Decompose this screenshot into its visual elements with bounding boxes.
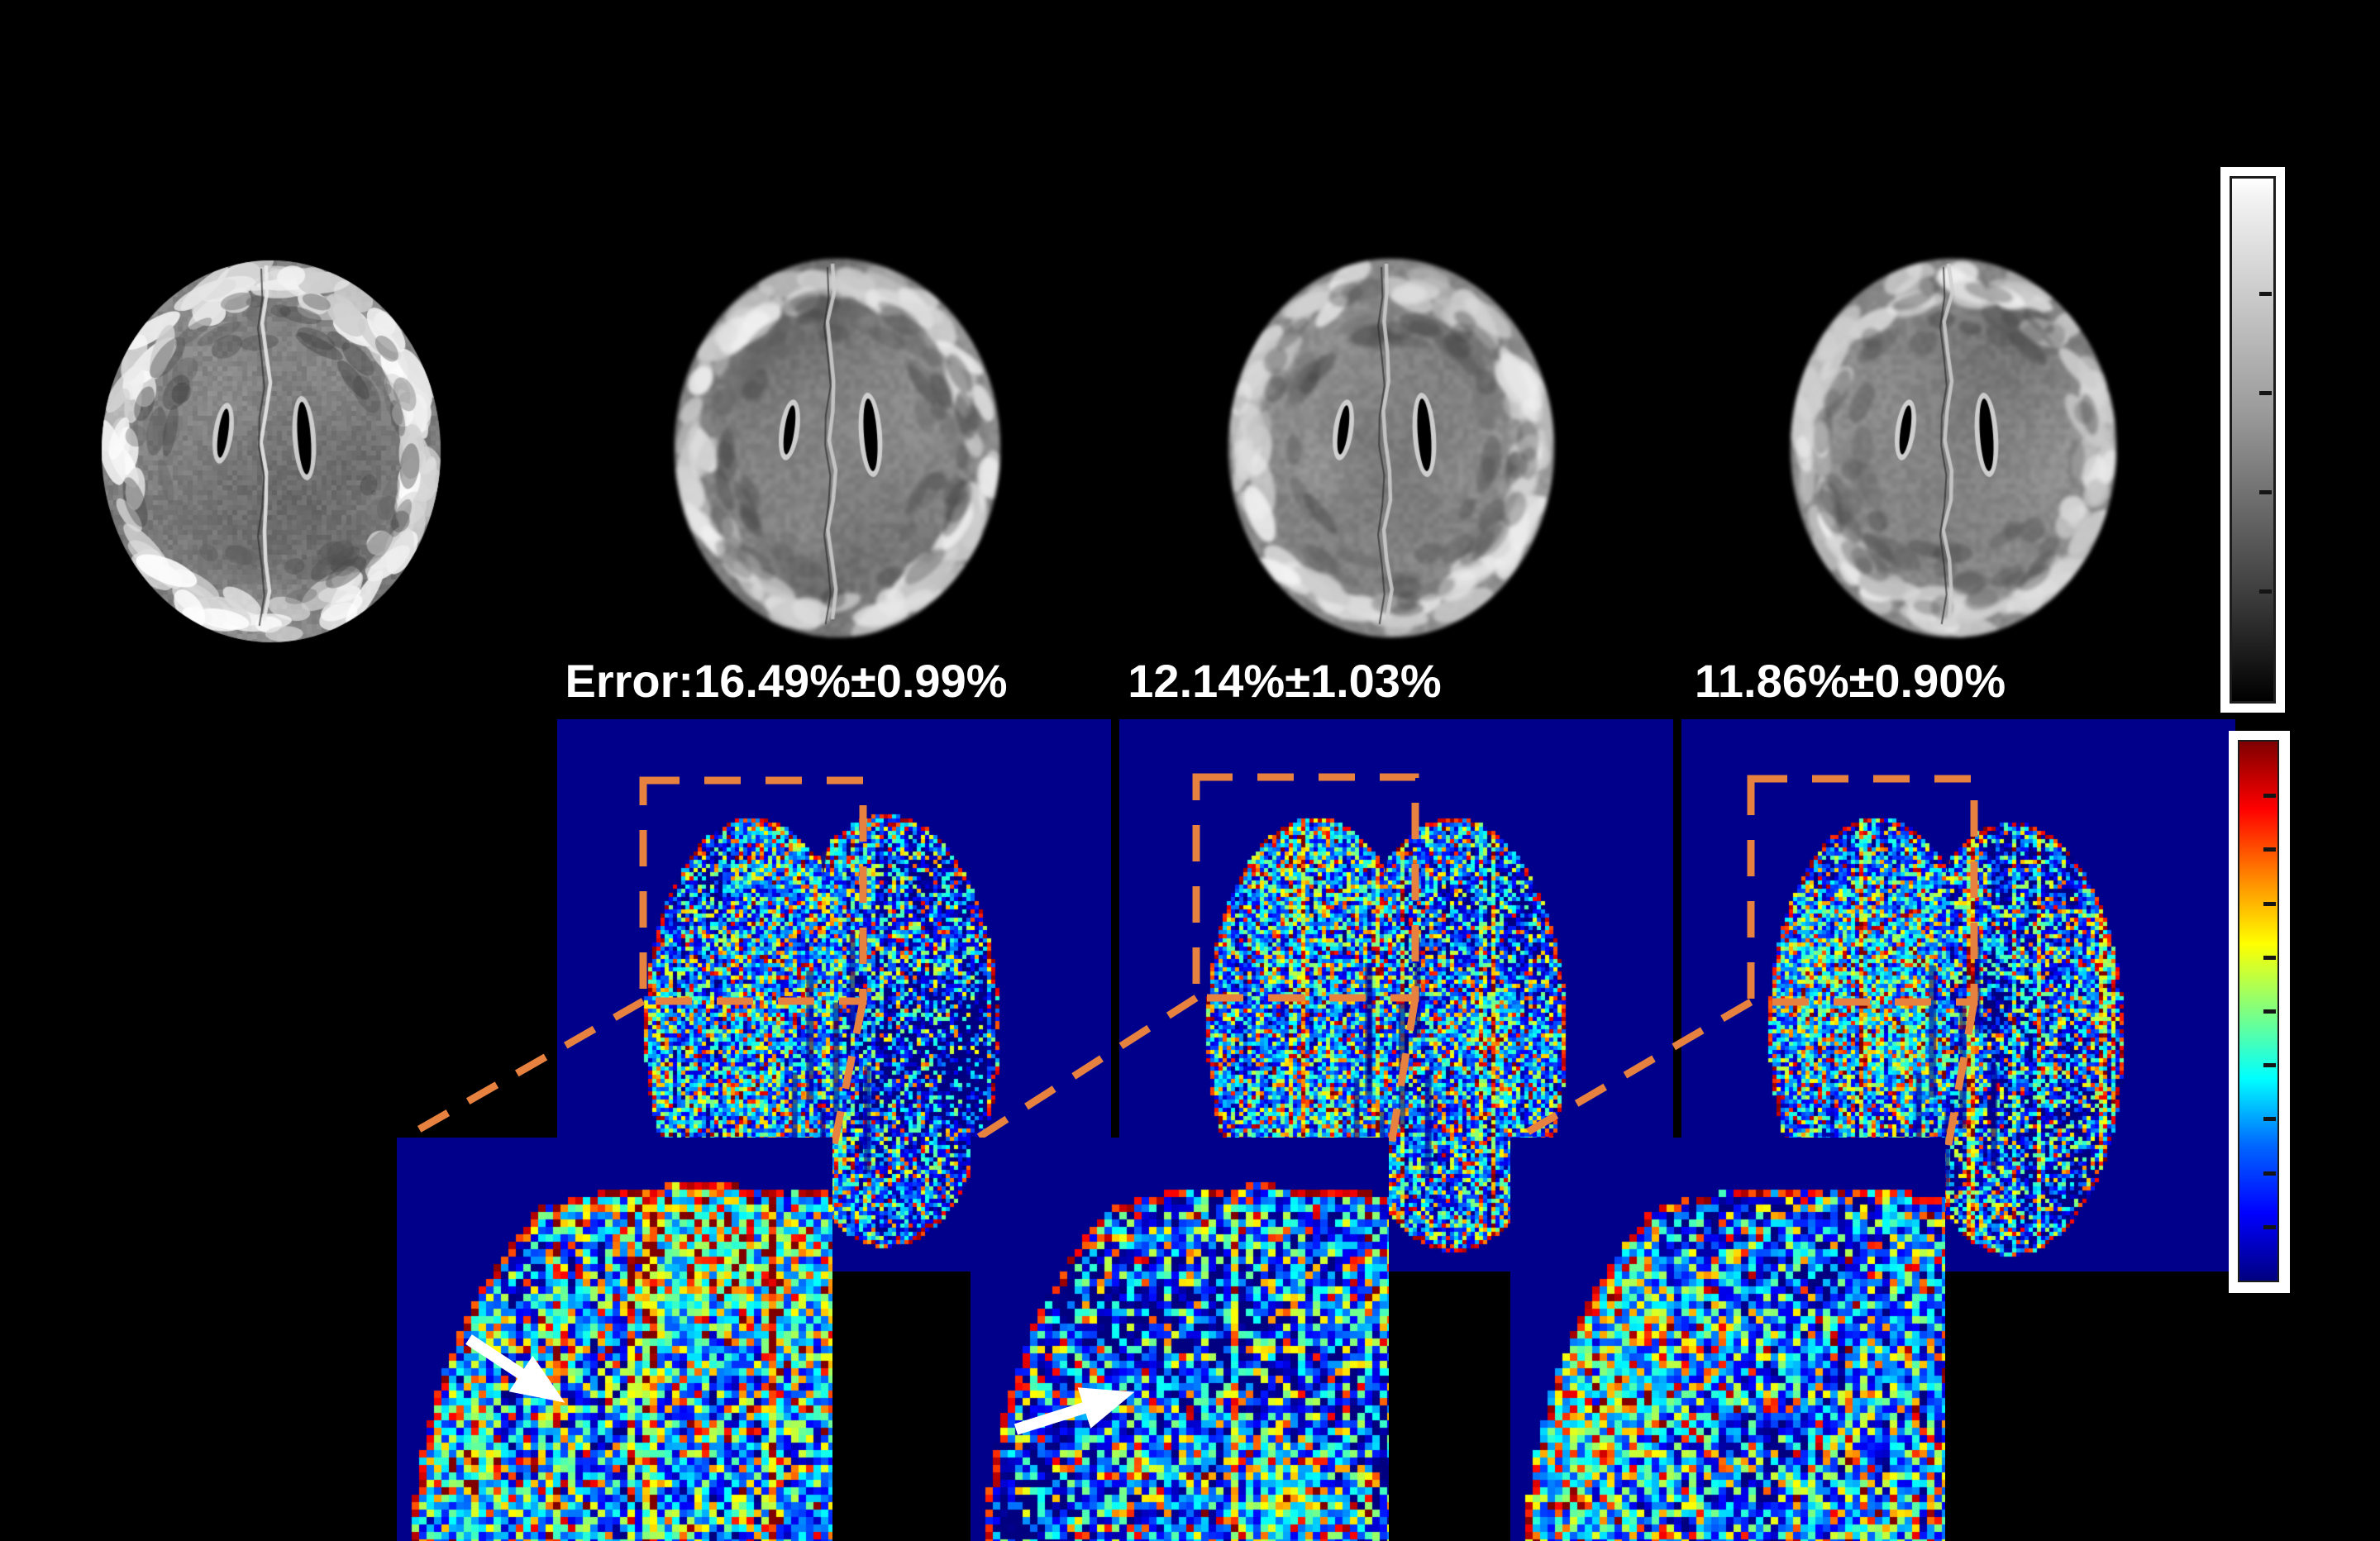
reference-brain-image [93, 252, 449, 651]
colorbar-tick [2263, 1224, 2276, 1229]
colorbar-tick [2263, 1171, 2276, 1176]
colorbar-tick [2263, 847, 2276, 852]
zoom-inset-2 [971, 1138, 1389, 1541]
colorbar-tick [2263, 901, 2276, 906]
error-label-3: 11.86%±0.90% [1694, 655, 2006, 707]
colorbar-tick [2263, 1063, 2276, 1068]
colorbar-tick [2263, 1117, 2276, 1122]
jet-colorbar-gradient [2238, 740, 2279, 1282]
colorbar-tick [2259, 490, 2272, 495]
colorbar-tick [2263, 1009, 2276, 1014]
zoom-inset-3 [1510, 1138, 1945, 1541]
jet-colorbar [2229, 731, 2290, 1293]
colorbar-tick [2259, 391, 2272, 396]
grayscale-colorbar [2220, 167, 2285, 713]
reconstructed-brain-image-3 [1782, 250, 2125, 646]
zoom-inset-1 [397, 1138, 832, 1541]
error-label-1: Error:16.49%±0.99% [565, 655, 1008, 707]
reconstructed-brain-image-1 [666, 250, 1009, 646]
colorbar-tick [2259, 589, 2272, 594]
reconstructed-brain-image-2 [1220, 250, 1562, 646]
error-label-2: 12.14%±1.03% [1128, 655, 1442, 707]
grayscale-colorbar-gradient [2230, 176, 2276, 704]
colorbar-tick [2263, 955, 2276, 960]
colorbar-tick [2263, 794, 2276, 799]
colorbar-tick [2259, 292, 2272, 297]
